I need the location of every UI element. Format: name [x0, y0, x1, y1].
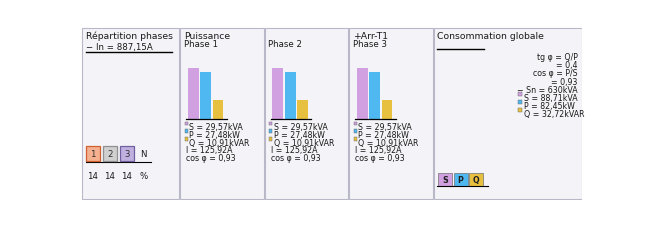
Text: 1: 1 [90, 149, 96, 158]
Text: S = 29,57kVA: S = 29,57kVA [274, 123, 327, 132]
Bar [188, 69, 199, 120]
Text: I = 125,92A: I = 125,92A [355, 146, 402, 155]
Text: +Arr-T1: +Arr-T1 [353, 32, 388, 40]
Bar [269, 137, 272, 141]
Text: P = 27,48kW: P = 27,48kW [274, 130, 325, 140]
Text: Répartition phases: Répartition phases [85, 32, 173, 41]
Text: − Sn = 630kVA: − Sn = 630kVA [517, 85, 578, 94]
Bar [382, 101, 393, 120]
Text: S = 29,57kVA: S = 29,57kVA [190, 123, 243, 132]
Bar [120, 147, 135, 161]
Text: P = 27,48kW: P = 27,48kW [358, 130, 409, 140]
Bar [185, 122, 188, 126]
Text: 14: 14 [122, 171, 133, 180]
Bar [369, 72, 380, 120]
Text: 14: 14 [104, 171, 115, 180]
Text: Phase 1: Phase 1 [184, 40, 218, 49]
Text: Puissance: Puissance [184, 32, 230, 40]
FancyBboxPatch shape [265, 29, 348, 200]
Bar [354, 130, 356, 134]
Text: 14: 14 [87, 171, 98, 180]
Text: I = 125,92A: I = 125,92A [186, 146, 233, 155]
Bar [185, 137, 188, 141]
Text: P = 82,45kW: P = 82,45kW [524, 101, 575, 110]
Bar [354, 122, 356, 126]
Text: 2: 2 [107, 149, 113, 158]
Bar [200, 72, 211, 120]
Text: P: P [457, 175, 463, 184]
Text: cos φ = P/S: cos φ = P/S [533, 69, 578, 78]
Text: cos φ = 0,93: cos φ = 0,93 [186, 153, 236, 162]
Bar [213, 101, 223, 120]
Text: I = 125,92A: I = 125,92A [270, 146, 317, 155]
Bar [356, 69, 367, 120]
Bar [354, 137, 356, 141]
Text: S = 29,57kVA: S = 29,57kVA [358, 123, 412, 132]
Text: S = 88,71kVA: S = 88,71kVA [524, 93, 578, 102]
Bar [285, 72, 296, 120]
Text: P = 27,48kW: P = 27,48kW [190, 130, 240, 140]
Text: Phase 3: Phase 3 [353, 40, 387, 49]
Text: 3: 3 [124, 149, 130, 158]
Bar [297, 101, 308, 120]
FancyBboxPatch shape [180, 29, 264, 200]
Bar [272, 69, 283, 120]
Text: N: N [140, 149, 146, 158]
Text: %: % [140, 171, 148, 180]
Bar [518, 92, 522, 96]
Text: S: S [443, 175, 448, 184]
Text: cos φ = 0,93: cos φ = 0,93 [270, 153, 320, 162]
Bar [85, 147, 100, 161]
Text: Phase 2: Phase 2 [269, 40, 302, 49]
Text: Q = 10,91kVAR: Q = 10,91kVAR [358, 138, 419, 147]
Text: Q = 10,91kVAR: Q = 10,91kVAR [274, 138, 334, 147]
Text: Consommation globale: Consommation globale [437, 32, 544, 40]
Text: = 0,4: = 0,4 [556, 61, 578, 70]
Text: Q: Q [473, 175, 479, 184]
Bar [469, 173, 483, 186]
Text: = 0,93: = 0,93 [551, 77, 578, 86]
Text: tg φ = Q/P: tg φ = Q/P [537, 53, 578, 62]
Bar [185, 130, 188, 134]
Text: cos φ = 0,93: cos φ = 0,93 [355, 153, 405, 162]
FancyBboxPatch shape [349, 29, 433, 200]
Bar [103, 147, 117, 161]
FancyBboxPatch shape [82, 29, 179, 200]
Bar [438, 173, 452, 186]
Bar [518, 109, 522, 112]
Bar [269, 130, 272, 134]
Bar [518, 101, 522, 104]
Bar [269, 122, 272, 126]
Text: Q = 10,91kVAR: Q = 10,91kVAR [190, 138, 250, 147]
Text: − In = 887,15A: − In = 887,15A [85, 42, 152, 51]
Text: Q = 32,72kVAR: Q = 32,72kVAR [524, 109, 585, 118]
Bar [454, 173, 468, 186]
FancyBboxPatch shape [433, 29, 582, 200]
